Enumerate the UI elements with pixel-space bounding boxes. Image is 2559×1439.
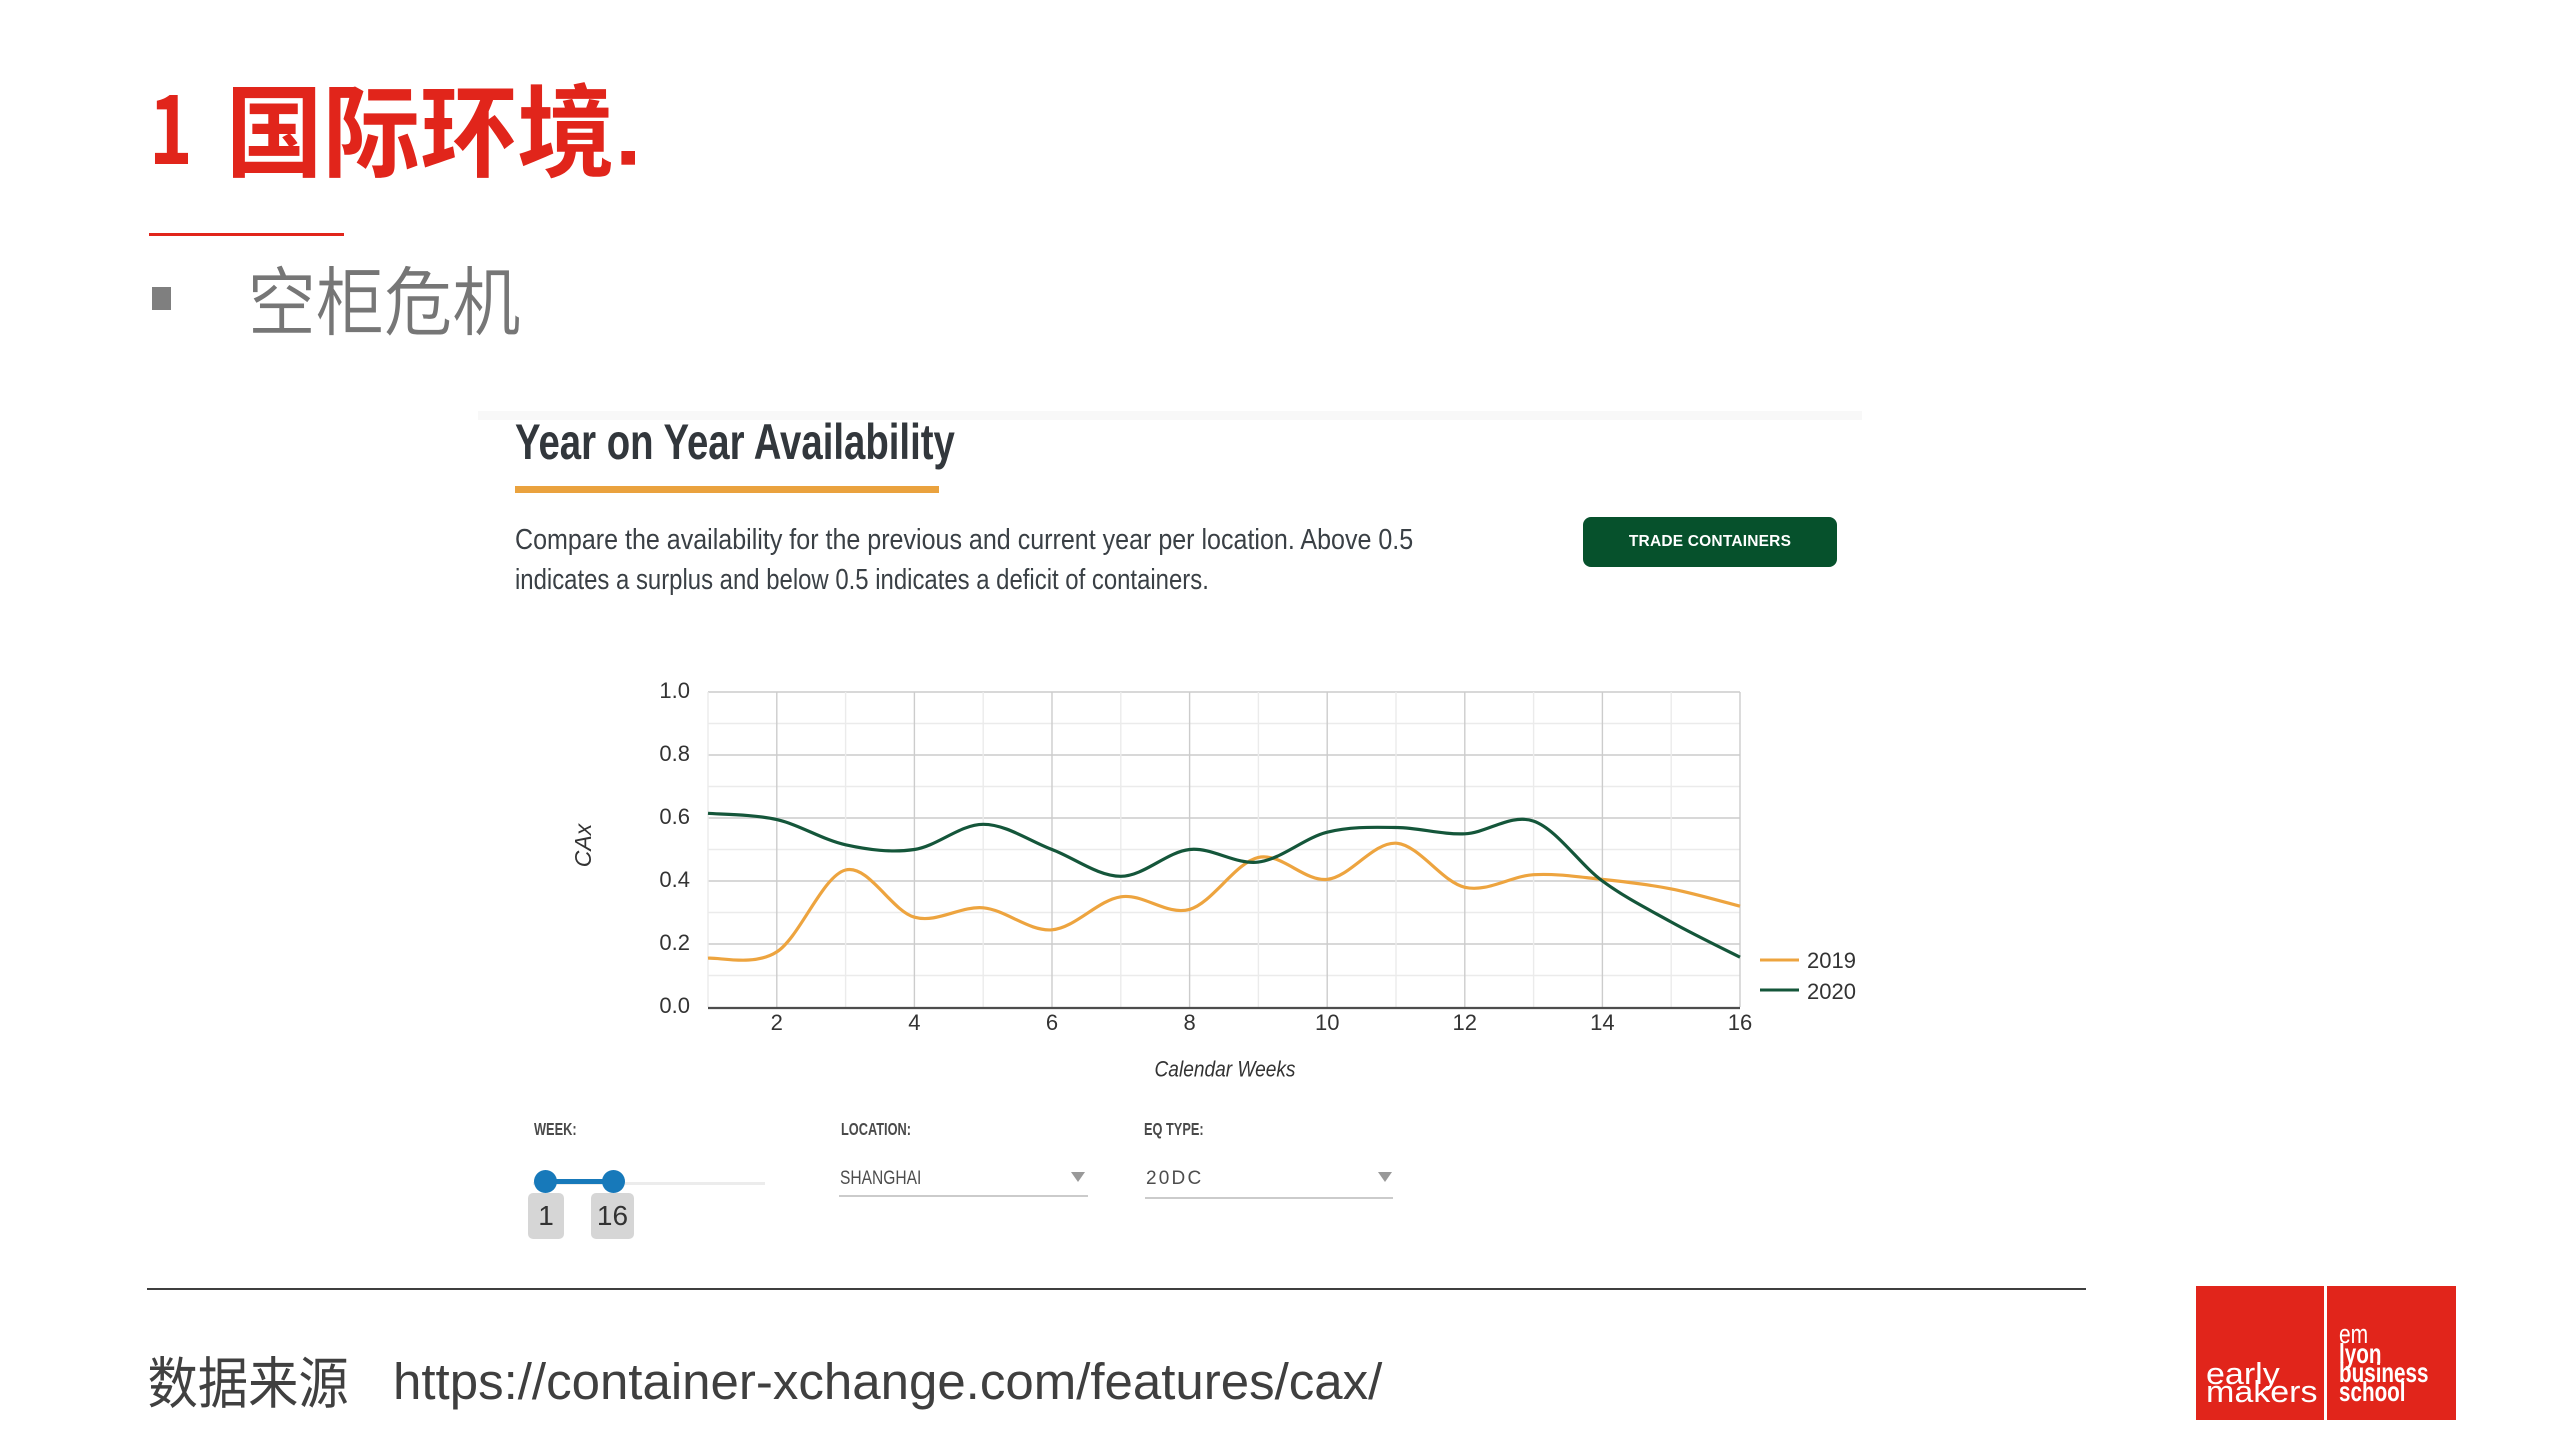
svg-text:0.4: 0.4: [659, 867, 690, 892]
svg-text:0.6: 0.6: [659, 804, 690, 829]
svg-text:12: 12: [1453, 1010, 1477, 1035]
svg-text:14: 14: [1590, 1010, 1614, 1035]
svg-text:0.0: 0.0: [659, 993, 690, 1018]
svg-text:CAx: CAx: [570, 822, 596, 867]
svg-text:16: 16: [1728, 1010, 1752, 1035]
svg-text:2019: 2019: [1807, 948, 1856, 973]
svg-text:0.2: 0.2: [659, 930, 690, 955]
svg-text:6: 6: [1046, 1010, 1058, 1035]
svg-text:4: 4: [908, 1010, 920, 1035]
svg-text:8: 8: [1183, 1010, 1195, 1035]
svg-text:2: 2: [771, 1010, 783, 1035]
svg-text:Calendar Weeks: Calendar Weeks: [1155, 1057, 1296, 1082]
svg-text:1.0: 1.0: [659, 678, 690, 703]
svg-text:10: 10: [1315, 1010, 1339, 1035]
svg-text:0.8: 0.8: [659, 741, 690, 766]
svg-text:2020: 2020: [1807, 979, 1856, 1004]
